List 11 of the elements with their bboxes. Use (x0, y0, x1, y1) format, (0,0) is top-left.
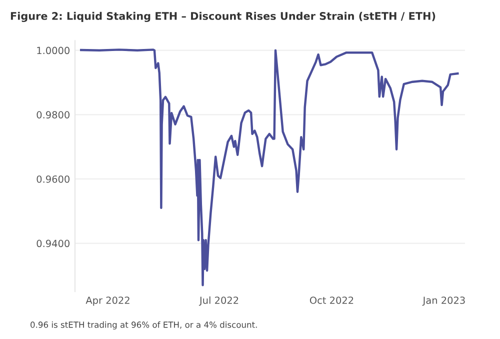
y-tick-label: 0.9400 (36, 240, 70, 248)
y-tick-label: 0.9600 (36, 175, 70, 183)
y-tick-label: 0.9800 (36, 111, 70, 118)
y-tick-label: 1.0000 (37, 46, 70, 54)
line-series (80, 48, 459, 286)
x-tick-label: Jul 2022 (198, 296, 238, 306)
chart-title: Figure 2: Liquid Staking ETH – Discount Rises Under Strain (stETH / ETH) (10, 12, 436, 22)
x-tick-label: Oct 2022 (310, 296, 354, 304)
x-tick-label: Jan 2023 (422, 296, 465, 306)
text: 0.96 is stETH trading at 96% of ETH, or a 4% discount. (30, 321, 257, 330)
x-tick-label: Apr 2022 (86, 296, 130, 306)
